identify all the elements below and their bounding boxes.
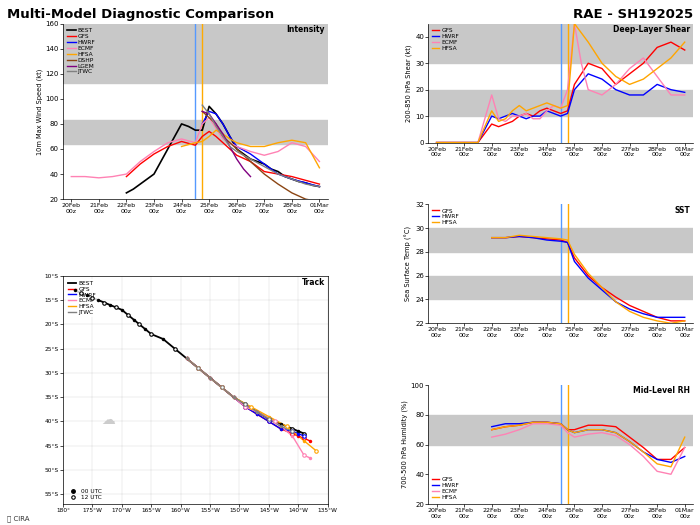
Text: Deep-Layer Shear: Deep-Layer Shear — [613, 25, 690, 34]
Bar — [63, 24, 328, 82]
Y-axis label: Sea Surface Temp (°C): Sea Surface Temp (°C) — [405, 226, 412, 301]
Y-axis label: 200-850 hPa Shear (kt): 200-850 hPa Shear (kt) — [406, 44, 412, 122]
Text: Intensity: Intensity — [286, 25, 325, 34]
Legend: GFS, HWRF, HFSA: GFS, HWRF, HFSA — [431, 207, 460, 227]
Y-axis label: 10m Max Wind Speed (kt): 10m Max Wind Speed (kt) — [36, 68, 43, 154]
Legend: GFS, HWRF, ECMF, HFSA: GFS, HWRF, ECMF, HFSA — [431, 27, 460, 52]
Text: ⦿ CIRA: ⦿ CIRA — [7, 516, 29, 522]
Text: RAE - SH192025: RAE - SH192025 — [573, 8, 693, 21]
Legend: GFS, HWRF, ECMF, HFSA: GFS, HWRF, ECMF, HFSA — [431, 476, 460, 501]
Text: SST: SST — [675, 206, 690, 215]
Legend: BEST, GFS, HWRF, ECMF, HFSA, DSHP, LGEM, JTWC: BEST, GFS, HWRF, ECMF, HFSA, DSHP, LGEM,… — [66, 27, 97, 76]
Bar — [428, 276, 693, 299]
Text: Track: Track — [302, 278, 325, 287]
Legend: 00 UTC, 12 UTC: 00 UTC, 12 UTC — [66, 487, 102, 501]
Bar — [428, 90, 693, 116]
Text: Multi-Model Diagnostic Comparison: Multi-Model Diagnostic Comparison — [7, 8, 274, 21]
Y-axis label: 700-500 hPa Humidity (%): 700-500 hPa Humidity (%) — [401, 401, 408, 488]
Bar — [428, 24, 693, 63]
Text: Mid-Level RH: Mid-Level RH — [634, 386, 690, 395]
Bar — [63, 120, 328, 144]
Text: ☁: ☁ — [101, 413, 115, 427]
Bar — [428, 415, 693, 445]
Bar — [428, 228, 693, 252]
